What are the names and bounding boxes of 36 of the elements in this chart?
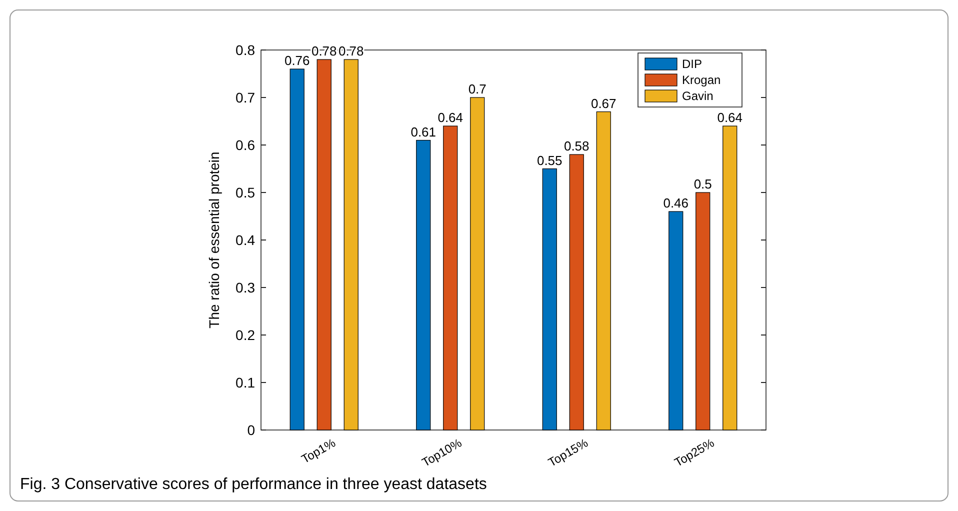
data-label: 0.5 [694, 176, 712, 192]
bar [668, 211, 684, 430]
data-label: 0.64 [717, 110, 743, 125]
y-tick-label: 0.6 [236, 136, 256, 153]
bar [569, 154, 584, 430]
y-tick-label: 0.5 [236, 184, 256, 200]
data-label: 0.7 [468, 82, 486, 96]
data-label: 0.58 [564, 138, 590, 154]
y-tick-label: 0.7 [236, 89, 256, 106]
bar [290, 68, 304, 430]
bar [344, 59, 358, 430]
bar [443, 126, 458, 430]
bar [722, 126, 738, 430]
y-tick-label: 0.4 [236, 232, 256, 248]
caption: Fig. 3 Conservative scores of performance in three yeast datasets [20, 476, 487, 493]
legend-label: Krogan [682, 73, 721, 88]
bar [596, 111, 611, 430]
data-label: 0.55 [536, 152, 562, 168]
data-label: 0.46 [663, 196, 689, 210]
y-tick-label: 0 [247, 422, 256, 438]
data-label: 0.76 [284, 53, 310, 68]
data-label: 0.67 [590, 96, 616, 111]
bar [416, 140, 431, 430]
y-tick-label: 0.3 [236, 279, 256, 296]
bar [696, 192, 710, 430]
bar [542, 168, 557, 430]
bar [470, 97, 485, 430]
y-tick-label: 0.2 [236, 326, 256, 343]
y-tick-label: 0.1 [236, 374, 256, 390]
y-axis-title: The ratio of essential protein [206, 152, 222, 328]
y-tick-label: 0.8 [236, 42, 256, 58]
data-label: 0.64 [438, 110, 464, 125]
data-label: 0.61 [410, 124, 436, 140]
legend-label: Gavin [682, 89, 714, 104]
legend-label: DIP [682, 57, 702, 72]
bar [316, 59, 332, 430]
